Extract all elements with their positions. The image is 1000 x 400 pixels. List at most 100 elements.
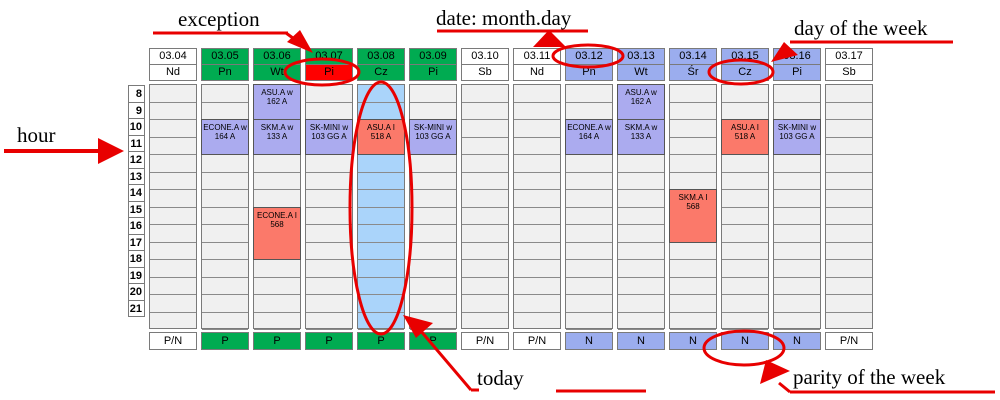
date-cell-03.07[interactable]: 03.07 [305,48,353,65]
slot-03.09-12 [410,155,456,173]
slot-03.07-21 [306,313,352,330]
day-name-cell-03.11[interactable]: Nd [513,64,561,81]
day-name-cell-03.08[interactable]: Cz [357,64,405,81]
slot-03.05-14 [202,190,248,208]
slot-03.16-13 [774,173,820,190]
annotation-day-of-week-label: day of the week [794,16,928,40]
date-cell-03.09[interactable]: 03.09 [409,48,457,65]
parity-cell-03.16: N [773,332,821,350]
slot-03.12-20 [566,295,612,313]
slot-03.13-16 [618,225,664,243]
course-cell-asu-a-w[interactable]: ASU.A w 162 A [617,84,665,120]
day-body-03.12: ECONE.A w 164 A [565,84,613,330]
day-name-cell-03.13[interactable]: Wt [617,64,665,81]
hour-label-11: 11 [128,134,145,152]
slot-03.07-9 [306,103,352,120]
day-body-03.11 [513,84,561,329]
slot-03.16-15 [774,208,820,225]
hour-label-19: 19 [128,266,145,284]
parity-cell-03.05: P [201,332,249,350]
course-cell-econe-a-w[interactable]: ECONE.A w 164 A [201,119,249,155]
slot-03.06-20 [254,295,300,313]
course-title: ASU.A I [366,123,395,132]
course-room: 568 [686,202,700,211]
slot-03.13-20 [618,295,664,313]
course-cell-asu-a-w[interactable]: ASU.A w 162 A [253,84,301,120]
slot-03.13-15 [618,208,664,225]
slot-03.12-15 [566,208,612,225]
course-cell-econe-a-w[interactable]: ECONE.A w 164 A [565,119,613,155]
slot-03.14-13 [670,173,716,190]
slot-03.04-21 [150,313,196,331]
date-cell-03.11[interactable]: 03.11 [513,48,561,65]
day-name-cell-03.07[interactable]: Pi [305,64,353,81]
date-cell-03.10[interactable]: 03.10 [461,48,509,65]
slot-03.08-14 [358,190,404,208]
day-name-cell-03.04[interactable]: Nd [149,64,197,81]
day-name-cell-03.16[interactable]: Pi [773,64,821,81]
slot-03.17-14 [826,190,872,208]
slot-03.09-16 [410,225,456,243]
slot-03.06-12 [254,155,300,173]
slot-03.17-17 [826,243,872,260]
day-name-cell-03.17[interactable]: Sb [825,64,873,81]
date-cell-03.16[interactable]: 03.16 [773,48,821,65]
date-cell-03.14[interactable]: 03.14 [669,48,717,65]
day-name-cell-03.15[interactable]: Cz [721,64,769,81]
course-room: 162 A [630,97,652,106]
day-name-cell-03.10[interactable]: Sb [461,64,509,81]
course-room: 518 A [734,132,756,141]
course-room: 103 GG A [415,132,451,141]
slot-03.11-8 [514,85,560,103]
course-cell-econe-a-i[interactable]: ECONE.A I 568 [253,206,301,260]
course-cell-skm-a-w[interactable]: SKM.A w 133 A [253,119,301,155]
hour-label-15: 15 [128,200,145,218]
course-cell-asu-a-i[interactable]: ASU.A I 518 A [357,119,405,155]
date-cell-03.15[interactable]: 03.15 [721,48,769,65]
course-cell-sk-mini-w[interactable]: SK-MINI w 103 GG A [773,119,821,155]
slot-03.11-9 [514,103,560,120]
slot-03.04-10 [150,120,196,138]
slot-03.08-17 [358,243,404,260]
date-cell-03.13[interactable]: 03.13 [617,48,665,65]
slot-03.10-11 [462,138,508,155]
date-cell-03.04[interactable]: 03.04 [149,48,197,65]
course-cell-sk-mini-w[interactable]: SK-MINI w 103 GG A [409,119,457,155]
day-name-cell-03.06[interactable]: Wt [253,64,301,81]
course-cell-skm-a-w[interactable]: SKM.A w 133 A [617,119,665,155]
slot-03.17-19 [826,278,872,295]
slot-03.17-16 [826,225,872,243]
slot-03.13-14 [618,190,664,208]
slot-03.17-21 [826,313,872,331]
slot-03.14-9 [670,103,716,120]
slot-03.07-17 [306,243,352,260]
slot-03.15-19 [722,278,768,295]
date-cell-03.08[interactable]: 03.08 [357,48,405,65]
slot-03.14-11 [670,138,716,155]
course-room: 133 A [630,132,652,141]
hour-column-spacer [128,48,145,86]
slot-03.09-21 [410,313,456,330]
hour-label-17: 17 [128,233,145,251]
slot-03.17-13 [826,173,872,190]
slot-03.16-20 [774,295,820,313]
date-cell-03.06[interactable]: 03.06 [253,48,301,65]
slot-03.14-10 [670,120,716,138]
day-name-cell-03.05[interactable]: Pn [201,64,249,81]
slot-03.04-13 [150,173,196,190]
hour-label-12: 12 [128,151,145,169]
day-name-cell-03.09[interactable]: Pi [409,64,457,81]
course-cell-sk-mini-w[interactable]: SK-MINI w 103 GG A [305,119,353,155]
course-cell-skm-a-i[interactable]: SKM.A I 568 [669,189,717,243]
date-cell-03.12[interactable]: 03.12 [565,48,613,65]
slot-03.08-21 [358,313,404,330]
slot-03.10-15 [462,208,508,225]
slot-03.11-13 [514,173,560,190]
day-name-cell-03.14[interactable]: Śr [669,64,717,81]
day-name-cell-03.12[interactable]: Pn [565,64,613,81]
date-cell-03.17[interactable]: 03.17 [825,48,873,65]
course-cell-asu-a-i[interactable]: ASU.A I 518 A [721,119,769,155]
slot-03.17-11 [826,138,872,155]
date-cell-03.05[interactable]: 03.05 [201,48,249,65]
course-room: 133 A [266,132,288,141]
